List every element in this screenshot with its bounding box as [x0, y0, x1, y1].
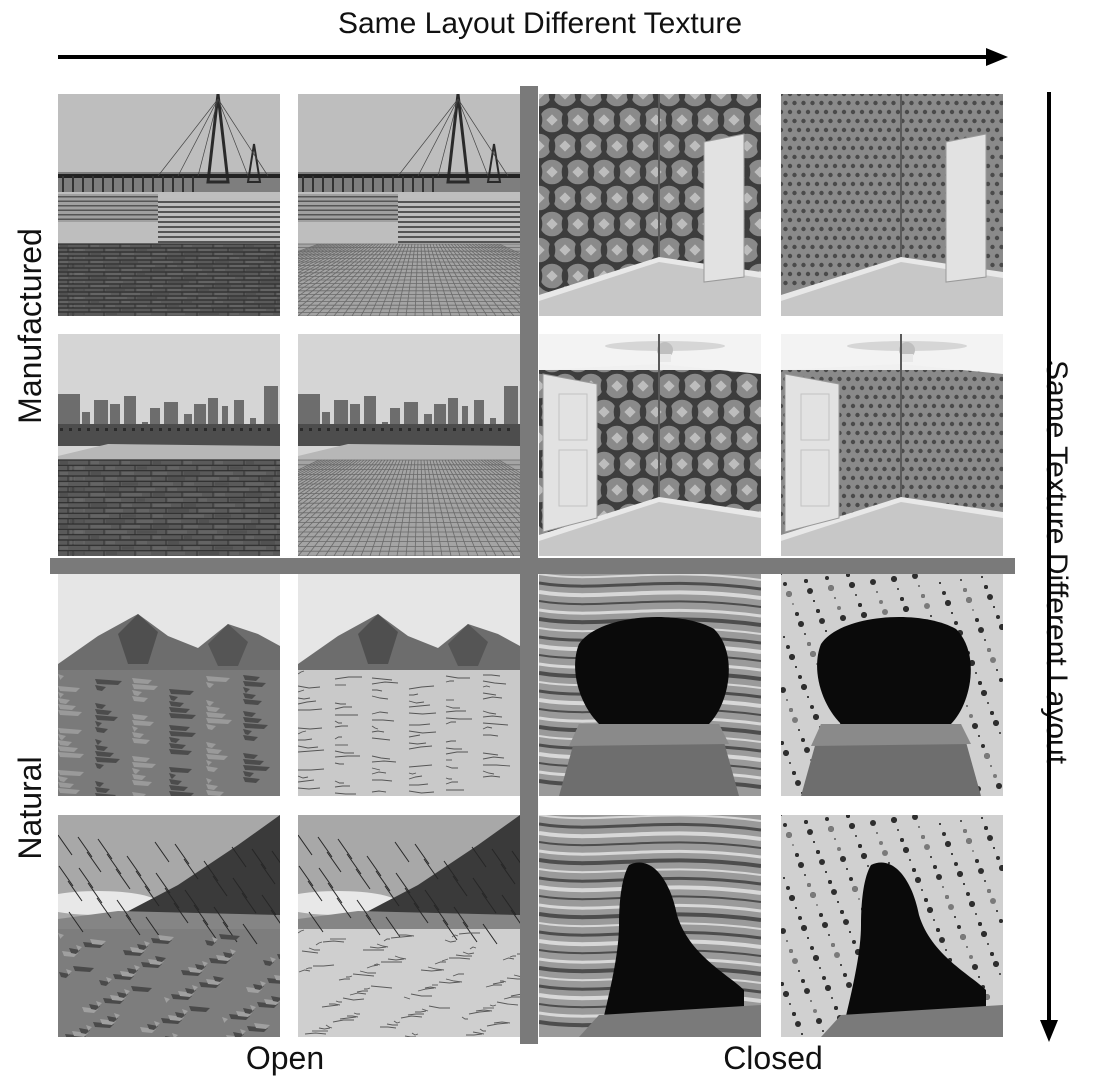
row-label-manufactured: Manufactured	[12, 228, 48, 424]
horizontal-divider	[50, 558, 1015, 574]
scene-image-rooftop-city-wood-floor	[58, 334, 280, 556]
scene-image-room-fan-large-pattern	[539, 334, 761, 556]
scene-image-bridge-pier-wood-floor	[58, 94, 280, 316]
scene-image-bridge-pier-tile-floor	[298, 94, 520, 316]
scene-image-cave-arch-speckled-rock	[781, 815, 1003, 1037]
scene-image-cave-speckled-rock	[781, 574, 1003, 796]
scene-image-room-fan-small-pattern	[781, 334, 1003, 556]
scene-image-cave-banded-rock	[539, 574, 761, 796]
scene-image-desert-mountains-rough-ground	[58, 574, 280, 796]
column-label-closed: Closed	[723, 1040, 823, 1076]
scene-image-room-small-pattern-wallpaper	[781, 94, 1003, 316]
scene-image-room-large-pattern-wallpaper	[539, 94, 761, 316]
column-label-open: Open	[245, 1040, 325, 1076]
scene-image-rooftop-city-tile-floor	[298, 334, 520, 556]
row-label-natural: Natural	[12, 756, 48, 860]
right-arrow-icon	[58, 48, 1008, 66]
down-arrow-icon	[1040, 92, 1058, 1042]
top-axis-title: Same Layout Different Texture	[337, 7, 743, 40]
scene-image-hillside-rough-ground	[58, 815, 280, 1037]
scene-image-cave-arch-banded-rock	[539, 815, 761, 1037]
scene-image-hillside-cracked-ground	[298, 815, 520, 1037]
image-grid	[50, 86, 1015, 1044]
scene-image-desert-mountains-cracked-ground	[298, 574, 520, 796]
